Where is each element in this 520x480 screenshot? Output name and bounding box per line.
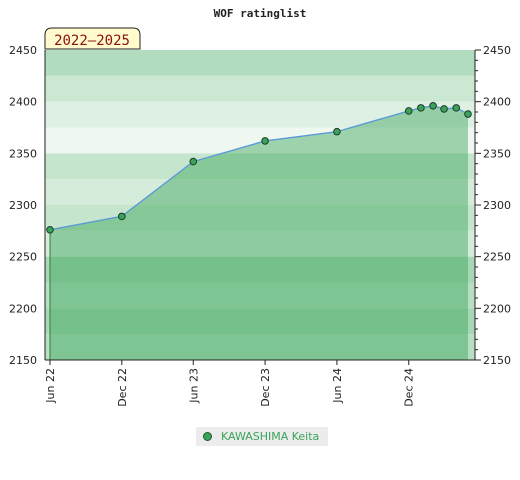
grid-band — [45, 75, 475, 102]
grid-band — [45, 101, 475, 128]
grid-band — [45, 256, 475, 283]
grid-band — [45, 153, 475, 180]
grid-band — [45, 179, 475, 205]
legend: KAWASHIMA Keita — [196, 427, 328, 446]
data-point — [440, 105, 448, 113]
x-tick-label: Jun 24 — [331, 368, 344, 404]
data-point — [46, 226, 54, 234]
y-tick-label-left: 2250 — [9, 251, 37, 264]
grid-band — [45, 230, 475, 257]
y-tick-label-right: 2300 — [483, 199, 511, 212]
grid-band — [45, 334, 475, 360]
y-tick-label-right: 2250 — [483, 251, 511, 264]
chart-title: WOF ratinglist — [214, 7, 307, 20]
legend-series-name: KAWASHIMA Keita — [221, 430, 320, 443]
y-tick-label-right: 2200 — [483, 302, 511, 315]
y-axis-right: 2150 2200 2250 2300 2350 2400 2450 — [474, 44, 511, 367]
area-fill — [50, 105, 468, 360]
period-badge: 2022–2025 — [44, 27, 141, 50]
data-point — [333, 127, 341, 136]
data-point — [261, 137, 269, 145]
y-tick-label-right: 2350 — [483, 147, 511, 160]
x-tick-label: Dec 22 — [116, 368, 129, 407]
y-tick-label-left: 2400 — [9, 96, 37, 109]
x-axis: Jun 22 Dec 22 Jun 23 Dec 23 Jun 24 Dec 24 — [44, 359, 475, 407]
y-tick-label-right: 2400 — [483, 96, 511, 109]
y-tick-label-right: 2150 — [483, 354, 511, 367]
data-points — [46, 102, 472, 234]
y-tick-label-left: 2200 — [9, 302, 37, 315]
x-tick-label: Jun 23 — [187, 368, 200, 404]
grid-band — [45, 308, 475, 335]
legend-marker-icon — [203, 432, 212, 441]
y-tick-label-left: 2350 — [9, 147, 37, 160]
x-tick-label: Dec 23 — [259, 368, 272, 407]
data-point — [464, 110, 472, 118]
data-point — [189, 157, 198, 166]
period-label: 2022–2025 — [54, 33, 130, 49]
data-point — [118, 212, 126, 221]
data-point — [417, 104, 425, 112]
data-point — [429, 102, 437, 110]
x-tick-label: Jun 22 — [44, 368, 57, 404]
y-tick-label-left: 2300 — [9, 199, 37, 212]
data-point — [452, 104, 461, 112]
background-bands — [45, 50, 475, 360]
grid-band — [45, 127, 475, 154]
grid-band — [45, 282, 475, 309]
y-tick-label-right: 2450 — [483, 44, 511, 57]
y-tick-label-left: 2150 — [9, 354, 37, 367]
data-point — [404, 107, 413, 115]
y-tick-label-left: 2450 — [9, 44, 37, 57]
x-tick-label: Dec 24 — [403, 368, 416, 407]
grid-band — [45, 50, 475, 76]
y-axis-left: 2150 2200 2250 2300 2350 2400 2450 — [9, 44, 46, 367]
